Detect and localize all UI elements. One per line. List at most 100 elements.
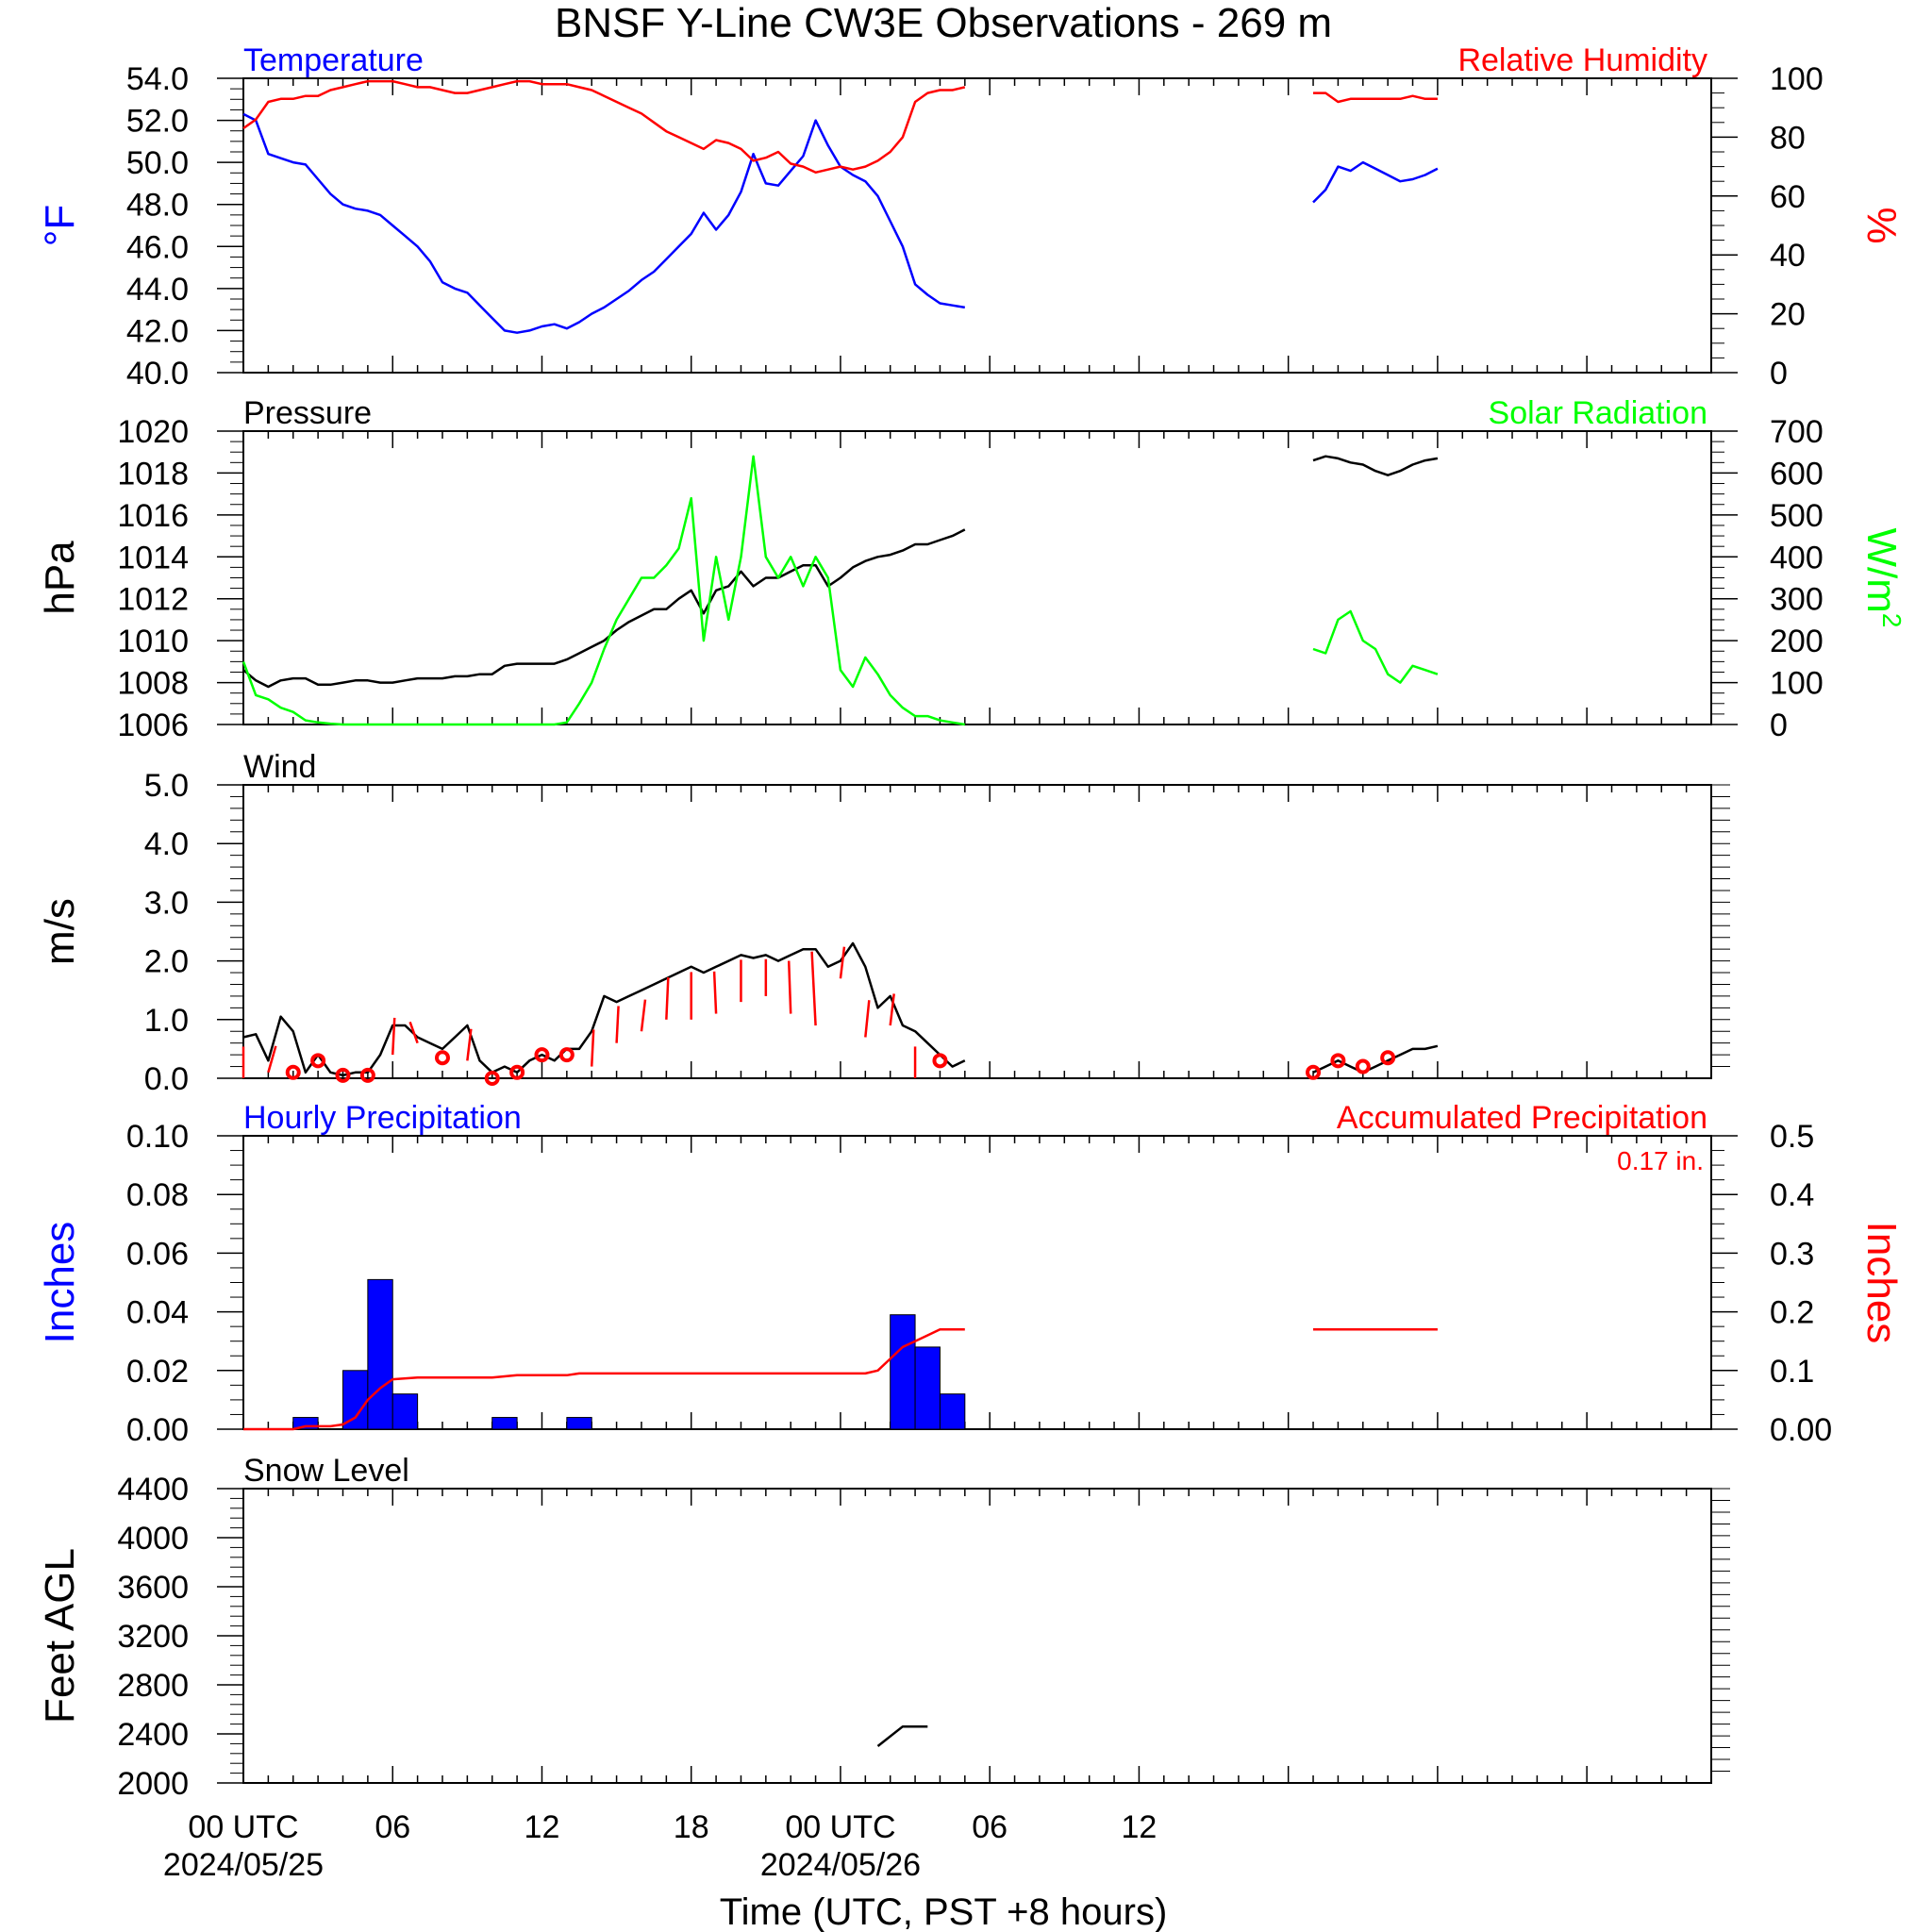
wind-barb (665, 976, 670, 1020)
y-tick-label-left: 2800 (117, 1668, 189, 1704)
panel-wind: 0.0 1.0 2.0 3.0 4.0 5.0 Wind m/s (37, 749, 1730, 1097)
wind-barb (615, 1006, 620, 1043)
y-tick-label-left: 3600 (117, 1570, 189, 1606)
y-tick-label-left: 0.10 (126, 1119, 189, 1155)
precip-bar (566, 1417, 592, 1430)
precip-bar (914, 1346, 941, 1430)
panel-label-left: Wind (243, 749, 316, 785)
wind-calm-marker (558, 1047, 575, 1063)
series-line-temperature-humidity-1 (1313, 92, 1438, 104)
plot-frame (242, 77, 1712, 374)
series-line-pressure-solar-1 (1312, 609, 1439, 684)
time-tick-label: 06 (972, 1809, 1008, 1845)
y-tick-label-left: 2.0 (144, 944, 189, 980)
time-tick-label: 06 (375, 1809, 410, 1845)
panel-label-left: Pressure (243, 395, 372, 431)
panel-label-right: Solar Radiation (1489, 395, 1707, 431)
series-line-pressure-solar-0 (1312, 455, 1439, 476)
y-tick-label-left: 1010 (117, 624, 189, 659)
y-axis-title-left: m/s (37, 898, 83, 965)
wind-calm-marker (434, 1050, 450, 1066)
wind-barb (267, 1045, 277, 1074)
wind-calm-marker (509, 1064, 525, 1080)
wind-barb (839, 946, 846, 979)
y-tick-label-right: 20 (1770, 297, 1806, 333)
plot-frame (242, 430, 1712, 725)
time-tick-label: 00 UTC (785, 1809, 895, 1845)
panel-temperature-humidity: 40.0 42.0 44.0 46.0 48.0 50.0 52.0 54.0 0 20 40 60 8… (37, 42, 1905, 391)
wind-barb (810, 951, 817, 1026)
time-axis-label: Time (UTC, PST +8 hours) (720, 1891, 1168, 1932)
y-tick-label-left: 1018 (117, 456, 189, 491)
y-axis-title-left: hPa (37, 541, 83, 615)
wind-calm-marker (285, 1064, 301, 1080)
series-line-snow-level-0 (876, 1724, 928, 1747)
y-tick-label-right: 80 (1770, 120, 1806, 156)
y-tick-label-right: 0.00 (1770, 1412, 1832, 1448)
y-tick-label-left: 1020 (117, 414, 189, 450)
precip-bar (341, 1370, 369, 1430)
y-tick-label-left: 54.0 (126, 61, 189, 97)
figure-title: BNSF Y-Line CW3E Observations - 269 m (555, 0, 1332, 46)
y-tick-label-right: 400 (1770, 540, 1824, 575)
series-line-temperature-humidity-0 (1312, 160, 1439, 204)
y-axis-title-right: W/m2 (1858, 528, 1907, 628)
series-line-wind-0 (242, 941, 966, 1077)
wind-barb (590, 1029, 595, 1067)
panel-label-right: Relative Humidity (1457, 42, 1707, 78)
panel-label-right: Accumulated Precipitation (1337, 1100, 1707, 1136)
accumulated-total-label: 0.17 in. (1617, 1146, 1704, 1175)
wind-calm-marker (1355, 1058, 1371, 1074)
y-tick-label-left: 4000 (117, 1521, 189, 1557)
panel-label-left: Temperature (243, 42, 424, 78)
time-tick-label: 18 (674, 1809, 709, 1845)
unit-superscript: 2 (1877, 613, 1907, 628)
time-tick-date-label: 2024/05/26 (760, 1847, 921, 1883)
wind-barb (466, 1028, 473, 1061)
y-tick-label-right: 600 (1770, 456, 1824, 491)
y-tick-label-left: 0.00 (126, 1412, 189, 1448)
precip-bar (890, 1314, 916, 1430)
y-tick-label-left: 46.0 (126, 229, 189, 265)
wind-barb (640, 999, 647, 1032)
panels-group: 40.042.044.046.048.050.052.054.002040608… (37, 42, 1907, 1802)
y-axis-title-left: Inches (37, 1222, 83, 1344)
y-tick-label-right: 0 (1770, 708, 1788, 743)
wind-barb (889, 993, 895, 1026)
y-tick-label-left: 1016 (117, 498, 189, 534)
y-tick-label-left: 1014 (117, 540, 189, 575)
unit-base: W/m (1858, 528, 1905, 613)
y-tick-label-left: 1.0 (144, 1003, 189, 1039)
y-tick-label-left: 5.0 (144, 768, 189, 804)
y-tick-label-left: 0.06 (126, 1236, 189, 1272)
y-tick-label-right: 0.4 (1770, 1177, 1814, 1213)
y-tick-label-left: 3.0 (144, 885, 189, 921)
y-tick-label-left: 1008 (117, 666, 189, 702)
y-tick-label-right: 300 (1770, 582, 1824, 618)
y-tick-label-left: 52.0 (126, 104, 189, 140)
y-tick-label-left: 50.0 (126, 145, 189, 181)
time-tick-label: 12 (525, 1809, 560, 1845)
wind-calm-marker (1380, 1050, 1396, 1066)
y-tick-label-left: 0.04 (126, 1295, 189, 1331)
y-tick-label-left: 1012 (117, 582, 189, 618)
wind-calm-marker (534, 1047, 550, 1063)
panel-label-left: Hourly Precipitation (243, 1100, 522, 1136)
precip-bar (367, 1278, 393, 1430)
y-tick-label-right: 200 (1770, 624, 1824, 659)
precip-bar (491, 1417, 518, 1430)
y-tick-label-right: 0 (1770, 356, 1788, 391)
panel-pressure-solar: 1006 1008 1010 1012 1014 1016 1018 1020 0 100 200 3… (37, 395, 1907, 743)
y-tick-label-left: 0.02 (126, 1354, 189, 1390)
series-line-temperature-humidity-1 (242, 79, 966, 175)
y-tick-label-right: 500 (1770, 498, 1824, 534)
y-tick-label-right: 700 (1770, 414, 1824, 450)
y-tick-label-left: 2400 (117, 1717, 189, 1753)
wind-calm-marker (1306, 1064, 1322, 1080)
wind-calm-marker (310, 1053, 326, 1069)
y-tick-label-right: 100 (1770, 61, 1824, 97)
time-tick-date-label: 2024/05/25 (163, 1847, 324, 1883)
wind-barb (712, 971, 718, 1014)
y-tick-label-left: 1006 (117, 708, 189, 743)
wind-barb (787, 960, 792, 1014)
